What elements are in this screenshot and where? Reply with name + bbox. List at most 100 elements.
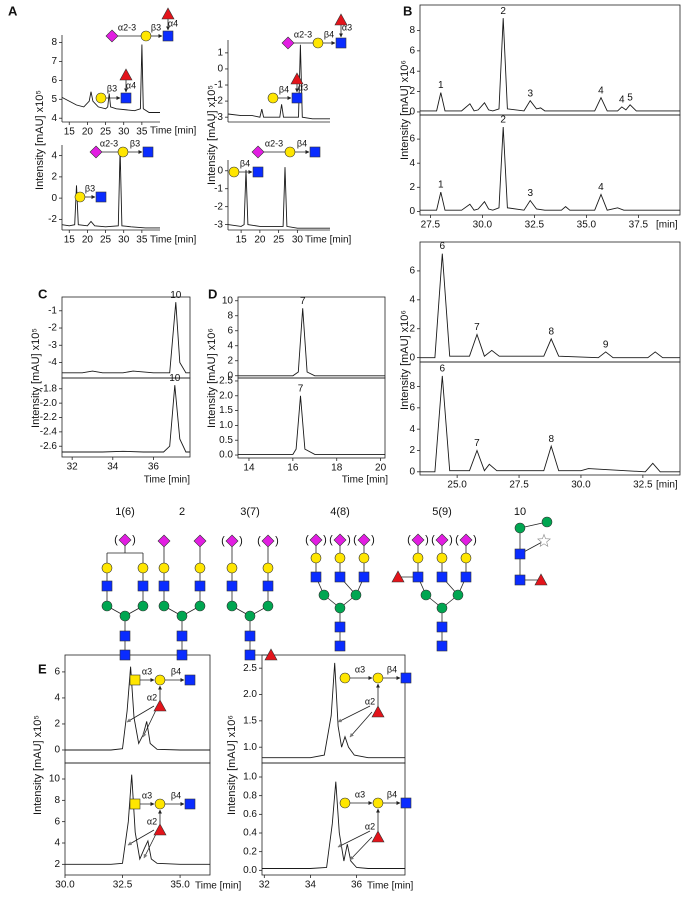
x-tick-label: 30 xyxy=(118,235,130,246)
glycan-circle xyxy=(226,600,238,612)
paren: ( xyxy=(257,535,261,547)
glycan-circle xyxy=(117,146,129,158)
y-tick-label: 0.4 xyxy=(243,828,257,839)
peak-label: 6 xyxy=(440,241,446,252)
plot-frame xyxy=(419,4,681,116)
y-tick-label: 2 xyxy=(51,172,57,183)
peak-label: 8 xyxy=(548,327,554,338)
paren: ( xyxy=(353,534,357,546)
glycan-square xyxy=(436,621,448,633)
glycan-square xyxy=(95,191,107,203)
x-axis-label: [min] xyxy=(656,480,678,491)
linkage-label: β4 xyxy=(171,790,181,800)
linkage-label: α3 xyxy=(355,789,365,799)
linkage-label: β3 xyxy=(151,22,161,32)
paren: ( xyxy=(431,534,435,546)
glycan-square xyxy=(129,674,141,686)
linkage-label: β4 xyxy=(240,158,250,168)
y-tick-label: 2 xyxy=(227,355,233,366)
glycan-diamond xyxy=(411,533,425,547)
linkage-label: α2 xyxy=(365,821,375,831)
x-tick-label: 36 xyxy=(148,462,160,473)
y-tick-label: 4 xyxy=(409,424,415,435)
glycan-circle xyxy=(154,798,166,810)
linkage-arrow xyxy=(126,705,155,723)
x-tick-label: 18 xyxy=(331,463,343,474)
x-tick-label: 16 xyxy=(287,463,299,474)
glycan-circle xyxy=(95,92,107,104)
glycan-square xyxy=(119,630,131,642)
y-axis-label: Intensity [mAU] x10⁶ xyxy=(226,715,238,815)
glycan-diamond xyxy=(281,36,295,50)
y-tick-label: 8 xyxy=(227,310,233,321)
plot-frame xyxy=(61,296,191,379)
chromatogram-line xyxy=(61,44,160,113)
glycan-circle xyxy=(74,191,86,203)
glycan-square xyxy=(226,580,238,592)
linkage-label: β3 xyxy=(107,83,117,93)
glycan-square xyxy=(334,571,346,583)
glycan-circle xyxy=(267,92,279,104)
y-tick-label: 2 xyxy=(409,445,415,456)
linkage-label: β4 xyxy=(324,29,334,39)
y-tick-label: 2 xyxy=(409,86,415,97)
glycan-label: 3(7) xyxy=(240,506,260,518)
plot-frame xyxy=(64,762,211,876)
plot-frame xyxy=(64,654,211,764)
linkage-arrow xyxy=(349,836,373,861)
glycan-triangle xyxy=(290,72,304,85)
y-axis-label: Intensity [mAU] x10⁶ xyxy=(206,328,218,428)
x-tick-label: 27.5 xyxy=(509,480,529,491)
glycan-square xyxy=(119,649,131,661)
linkage-label: β4 xyxy=(387,664,397,674)
x-tick-label: 25 xyxy=(100,127,112,138)
panel-label: E xyxy=(38,661,47,676)
y-tick-label: 1.5 xyxy=(243,715,257,726)
y-tick-label: 6 xyxy=(409,266,415,277)
y-tick-label: -2.6 xyxy=(40,441,58,452)
x-tick-label: 30.0 xyxy=(473,220,493,231)
paren: ) xyxy=(132,534,136,546)
linkage-arrow xyxy=(337,705,371,723)
glycan-square xyxy=(244,630,256,642)
y-tick-label: 4 xyxy=(409,158,415,169)
glycan-circle xyxy=(119,610,131,622)
y-tick-label: 6 xyxy=(409,402,415,413)
glycan-square xyxy=(309,146,321,158)
y-tick-label: 2 xyxy=(54,859,60,870)
glycan-circle xyxy=(350,589,362,601)
glycan-triangle xyxy=(161,7,175,20)
y-axis-label: Intensity [mAU] x10⁵ xyxy=(32,715,44,815)
glycan-diamond xyxy=(357,533,371,547)
y-tick-label: 6 xyxy=(54,816,60,827)
glycan-circle xyxy=(339,797,351,809)
glycan-triangle xyxy=(534,573,548,586)
chromatogram-line xyxy=(420,126,680,211)
glycan-square xyxy=(176,649,188,661)
glycan-circle xyxy=(358,552,370,564)
glycan-circle xyxy=(339,672,351,684)
glycan-circle xyxy=(420,589,432,601)
x-tick-label: 30.0 xyxy=(55,880,75,891)
linkage-label: β4 xyxy=(171,666,181,676)
x-axis-label: Time [min] xyxy=(150,235,197,246)
y-tick-label: 0 xyxy=(409,352,415,363)
glycan-circle xyxy=(541,516,553,528)
glycan-circle xyxy=(101,562,113,574)
x-tick-label: 20 xyxy=(82,235,94,246)
y-tick-label: 0.0 xyxy=(219,450,233,461)
y-tick-label: 8 xyxy=(409,25,415,36)
x-tick-label: 27.5 xyxy=(421,220,441,231)
glycan-circle xyxy=(226,562,238,574)
y-tick-label: 1.0 xyxy=(243,742,257,753)
x-tick-label: 20 xyxy=(375,463,387,474)
glycan-diamond xyxy=(157,534,171,548)
plot-frame xyxy=(261,762,406,876)
chromatogram-line xyxy=(262,781,405,869)
y-axis-label: Intensity [mAU] x10⁶ xyxy=(399,60,411,160)
y-tick-label: 10 xyxy=(49,774,61,785)
x-tick-label: 37.5 xyxy=(629,220,649,231)
y-tick-label: 0 xyxy=(409,466,415,477)
chromatogram-line xyxy=(420,253,680,359)
